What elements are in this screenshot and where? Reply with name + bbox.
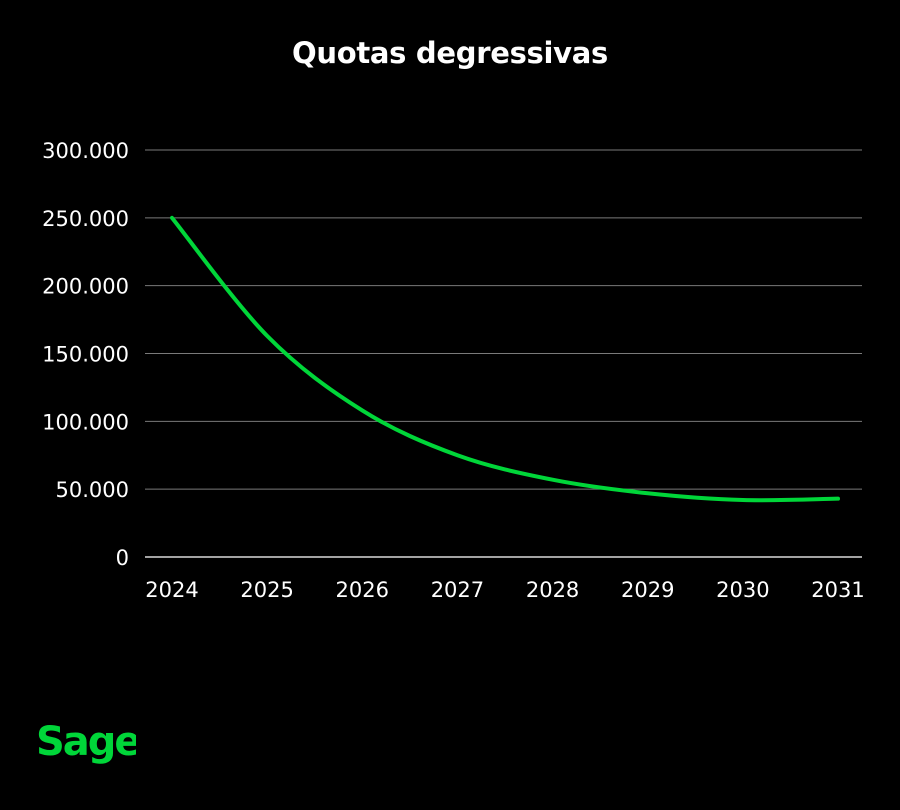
x-tick-label: 2030 <box>716 578 769 602</box>
gridlines <box>145 149 862 490</box>
svg-text:Sage: Sage <box>36 719 136 765</box>
y-axis-ticks: 0 50.000 100.000 150.000 200.000 250.000 300.0… <box>42 139 129 570</box>
y-tick-label: 0 <box>116 546 129 570</box>
y-tick-label: 50.000 <box>56 478 129 502</box>
x-tick-label: 2029 <box>621 578 674 602</box>
x-tick-label: 2027 <box>431 578 484 602</box>
x-tick-label: 2026 <box>336 578 389 602</box>
y-tick-label: 300.000 <box>42 139 129 163</box>
sage-logo-icon: Sage <box>36 719 142 765</box>
y-tick-label: 200.000 <box>42 275 129 299</box>
x-tick-label: 2024 <box>145 578 198 602</box>
chart-title: Quotas degressivas <box>292 36 608 70</box>
x-axis-ticks: 2024 2025 2026 2027 2028 2029 2030 2031 <box>145 578 864 602</box>
sage-logo: Sage <box>36 718 142 779</box>
series-lines <box>170 215 840 503</box>
y-tick-label: 150.000 <box>42 343 129 367</box>
x-tick-label: 2025 <box>240 578 293 602</box>
y-tick-label: 100.000 <box>42 410 129 434</box>
y-tick-label: 250.000 <box>42 207 129 231</box>
x-tick-label: 2028 <box>526 578 579 602</box>
x-tick-label: 2031 <box>811 578 864 602</box>
series-line <box>170 215 840 503</box>
